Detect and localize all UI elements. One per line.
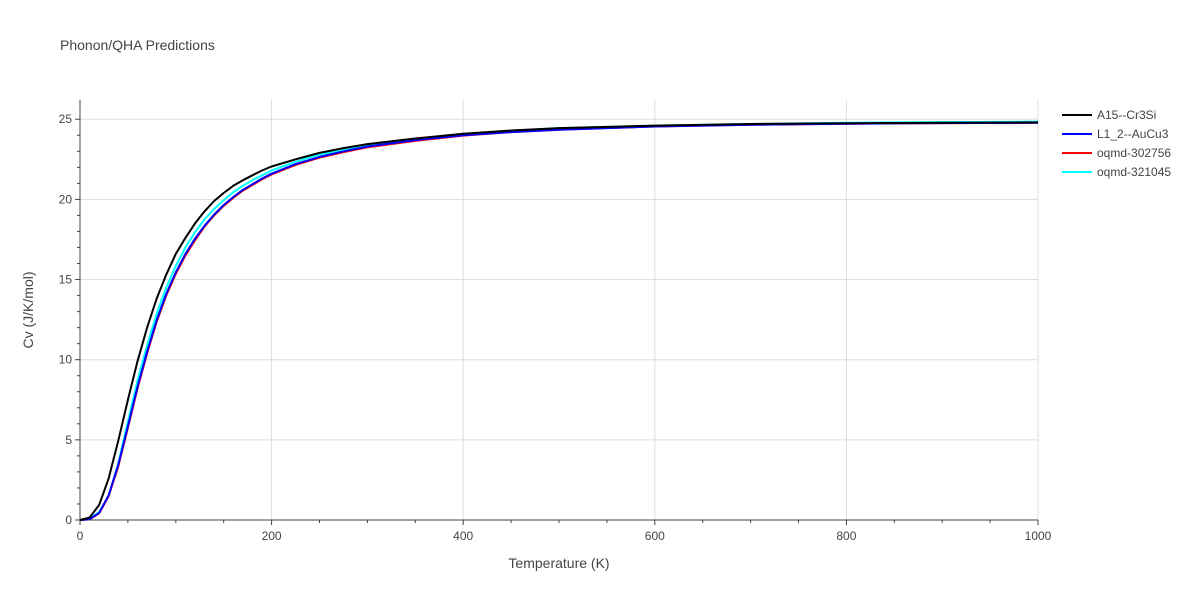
x-tick-labels: 0 200 400 600 800 1000	[77, 529, 1052, 543]
legend-label: oqmd-321045	[1097, 165, 1171, 179]
y-tick-labels: 0 5 10 15 20 25	[59, 112, 73, 527]
legend-label: L1_2--AuCu3	[1097, 127, 1169, 141]
legend-label: oqmd-302756	[1097, 146, 1171, 160]
x-tick-label: 800	[836, 529, 856, 543]
y-tick-label: 25	[59, 112, 73, 126]
series-line-L1_2--AuCu3	[79, 121, 1039, 521]
y-tick-label: 10	[59, 353, 73, 367]
x-tick-label: 0	[77, 529, 84, 543]
series-line-A15--Cr3Si	[79, 121, 1039, 521]
x-tick-label: 200	[262, 529, 282, 543]
series-lines	[79, 120, 1039, 521]
y-tick-label: 20	[59, 192, 73, 206]
legend-label: A15--Cr3Si	[1097, 108, 1156, 122]
y-axis-title: Cv (J/K/mol)	[20, 272, 36, 349]
axes	[75, 100, 1039, 525]
y-tick-label: 0	[65, 513, 72, 527]
x-tick-label: 400	[453, 529, 473, 543]
gridlines	[80, 100, 1039, 520]
legend: A15--Cr3Si L1_2--AuCu3 oqmd-302756 oqmd-321…	[1062, 108, 1171, 179]
chart-title: Phonon/QHA Predictions	[60, 37, 215, 53]
x-axis-title: Temperature (K)	[508, 555, 609, 571]
x-tick-label: 1000	[1025, 529, 1052, 543]
x-tick-label: 600	[645, 529, 665, 543]
y-tick-label: 15	[59, 273, 73, 287]
y-tick-label: 5	[65, 433, 72, 447]
